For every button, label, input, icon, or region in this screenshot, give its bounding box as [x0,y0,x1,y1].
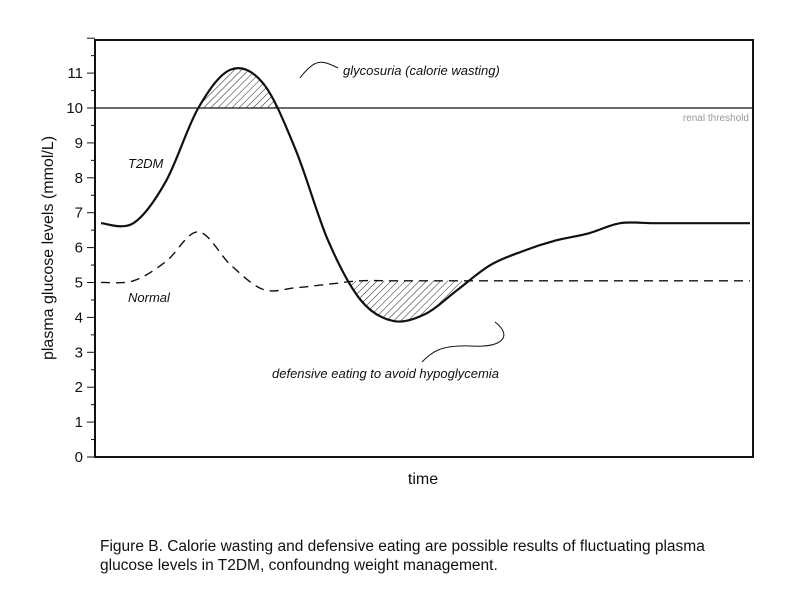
annotation-defensive-eating: defensive eating to avoid hypoglycemia [272,366,499,381]
y-tick-label: 0 [75,449,83,466]
renal-threshold-label: renal threshold [683,113,749,124]
y-tick-label: 3 [75,344,83,361]
y-tick-label: 4 [75,309,83,326]
y-tick-label: 10 [66,100,83,117]
y-tick-label: 1 [75,414,83,431]
y-tick-label: 5 [75,275,83,292]
y-axis-tick-labels: 0 1 2 3 4 5 6 7 8 9 10 11 [66,65,83,466]
annotation-glycosuria: glycosuria (calorie wasting) [343,63,500,78]
y-axis-title: plasma glucose levels (mmol/L) [40,136,57,360]
y-tick-label: 9 [75,135,83,152]
y-axis-ticks [87,37,95,458]
figure-caption: Figure B. Calorie wasting and defensive … [100,537,780,575]
plot-frame [94,39,754,458]
y-tick-label: 8 [75,170,83,187]
series-normal-line [100,231,750,292]
glycosuria-leader-line [299,61,339,79]
defensive-eating-shaded-area [348,280,469,322]
x-axis-title: time [408,471,438,488]
y-tick-label: 7 [75,205,83,222]
y-tick-label: 11 [67,65,83,82]
caption-line: Figure B. Calorie wasting and defensive … [100,538,705,555]
y-tick-label: 2 [75,379,83,396]
defensive-eating-leader-line [421,321,505,363]
caption-line: glucose levels in T2DM, confoundng weigh… [100,557,498,574]
y-tick-label: 6 [75,240,83,257]
series-label-normal: Normal [128,290,171,305]
series-label-t2dm: T2DM [128,156,164,171]
series-t2dm-line [100,67,750,323]
